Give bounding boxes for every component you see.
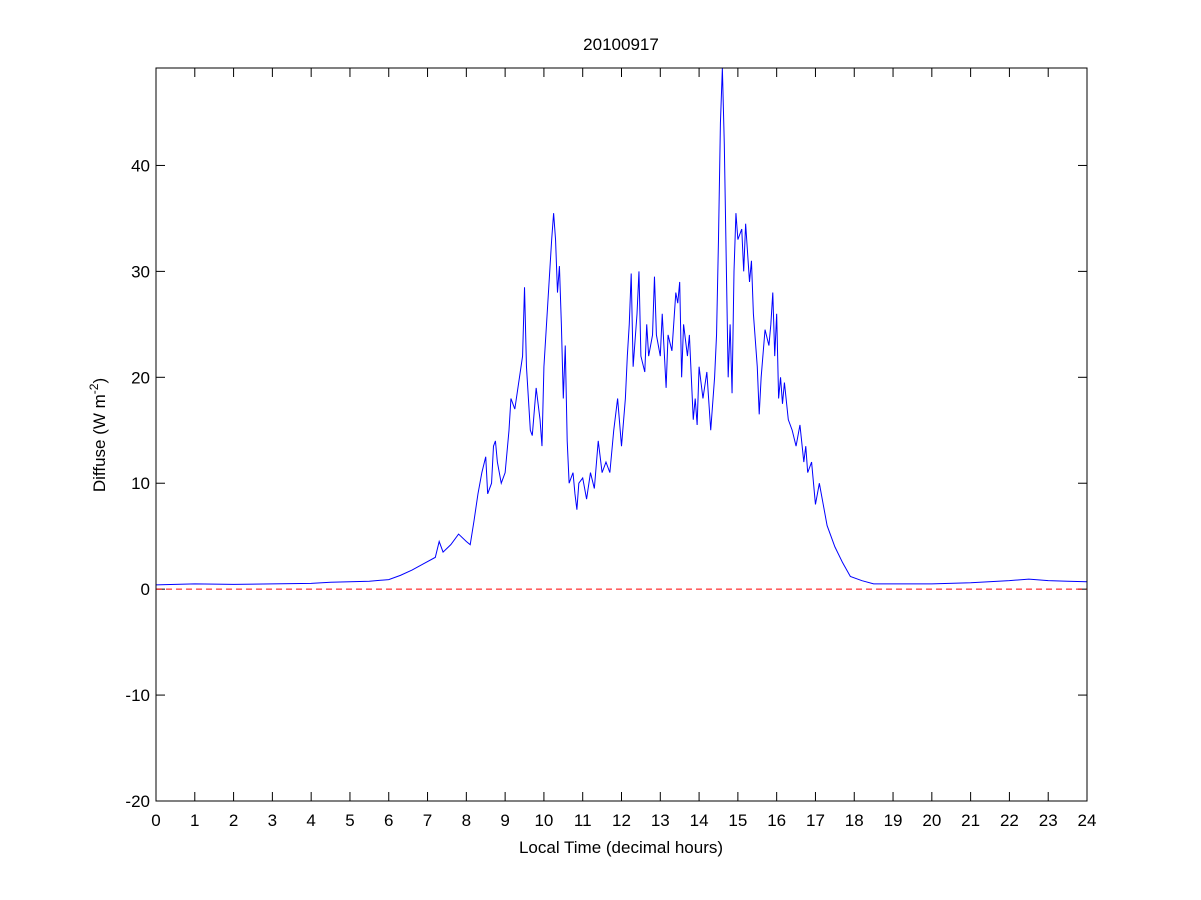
x-tick-label: 2 [229,811,238,830]
x-tick-label: 0 [151,811,160,830]
x-tick-label: 4 [306,811,315,830]
x-tick-label: 11 [574,811,592,830]
x-tick-label: 1 [190,811,199,830]
y-tick-label: 0 [141,580,150,599]
data-line [155,67,1088,586]
chart-title: 20100917 [583,35,659,54]
x-tick-label: 12 [612,811,631,830]
x-tick-label: 7 [423,811,432,830]
x-tick-label: 13 [651,811,670,830]
y-axis-label: Diffuse (W m-2) [87,378,109,492]
y-tick-label: -20 [125,792,150,811]
y-axis-label-suffix: ) [90,378,109,384]
y-tick-label: 30 [131,262,150,281]
x-tick-label: 14 [690,811,709,830]
x-tick-label: 10 [534,811,553,830]
x-tick-label: 9 [500,811,509,830]
y-tick-label: -10 [125,686,150,705]
x-tick-label: 6 [384,811,393,830]
x-tick-label: 15 [728,811,747,830]
x-tick-label: 3 [268,811,277,830]
y-axis-label-text: Diffuse (W m [90,394,109,492]
x-tick-label: 22 [1000,811,1019,830]
x-tick-label: 20 [922,811,941,830]
x-tick-label: 16 [767,811,786,830]
x-tick-label: 17 [806,811,825,830]
x-tick-label: 5 [345,811,354,830]
x-tick-label: 19 [884,811,903,830]
x-tick-label: 18 [845,811,864,830]
y-tick-label: 20 [131,368,150,387]
x-tick-label: 21 [961,811,980,830]
y-tick-label: 10 [131,474,150,493]
x-tick-label: 23 [1039,811,1058,830]
x-tick-label: 8 [462,811,471,830]
x-tick-label: 24 [1078,811,1097,830]
y-tick-label: 40 [131,156,150,175]
plot-frame [155,67,1088,802]
x-axis-label: Local Time (decimal hours) [519,838,723,857]
y-axis-label-sup: -2 [87,383,101,394]
